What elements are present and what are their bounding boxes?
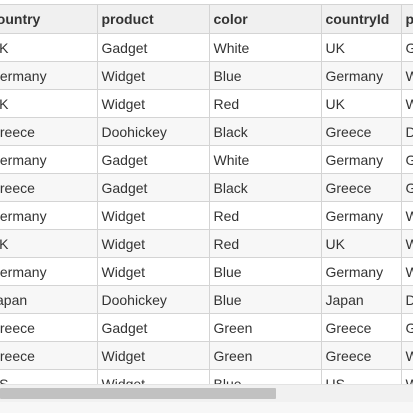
countryid-cell[interactable]: Germany [321, 201, 402, 230]
column-header-product-2[interactable]: product [401, 4, 413, 34]
country-cell[interactable]: Germany [0, 145, 98, 174]
product-cell-2[interactable]: Gadget [401, 145, 413, 174]
product-cell-2[interactable]: Widget [401, 201, 413, 230]
scrollbar-thumb[interactable] [0, 388, 276, 399]
product-cell[interactable]: Doohickey [97, 285, 210, 314]
table-row[interactable]: UKWidgetRedUKWidget [0, 229, 413, 258]
color-cell[interactable]: Black [209, 117, 322, 146]
product-cell-2[interactable]: Widget [401, 341, 413, 370]
color-cell[interactable]: Blue [209, 285, 322, 314]
color-cell[interactable]: Green [209, 341, 322, 370]
table-row[interactable]: USWidgetBlueUSWidget [0, 369, 413, 384]
horizontal-scrollbar[interactable] [0, 384, 413, 402]
country-cell[interactable]: UK [0, 229, 98, 258]
product-cell[interactable]: Gadget [97, 173, 210, 202]
color-cell[interactable]: Red [209, 229, 322, 258]
product-cell-2[interactable]: Gadget [401, 173, 413, 202]
countryid-cell[interactable]: Greece [321, 173, 402, 202]
color-cell[interactable]: Red [209, 89, 322, 118]
countryid-cell[interactable]: Germany [321, 145, 402, 174]
table-row[interactable]: GreeceGadgetGreenGreeceGadget [0, 313, 413, 342]
product-cell-2[interactable]: Widget [401, 89, 413, 118]
color-cell[interactable]: Blue [209, 61, 322, 90]
countryid-cell[interactable]: Greece [321, 341, 402, 370]
table-row[interactable]: GreeceGadgetBlackGreeceGadget [0, 173, 413, 202]
column-header-product[interactable]: product [97, 4, 210, 34]
color-cell[interactable]: White [209, 145, 322, 174]
product-cell[interactable]: Widget [97, 229, 210, 258]
table-row[interactable]: UKWidgetRedUKWidget [0, 89, 413, 118]
country-cell[interactable]: Germany [0, 201, 98, 230]
color-cell[interactable]: Blue [209, 369, 322, 384]
product-cell-2[interactable]: Doohickey [401, 117, 413, 146]
product-cell-2[interactable]: Widget [401, 61, 413, 90]
product-cell[interactable]: Doohickey [97, 117, 210, 146]
product-cell[interactable]: Widget [97, 369, 210, 384]
table-row[interactable]: GreeceDoohickeyBlackGreeceDoohickey [0, 117, 413, 146]
countryid-cell[interactable]: Japan [321, 285, 402, 314]
country-cell[interactable]: Greece [0, 341, 98, 370]
product-cell-2[interactable]: Widget [401, 369, 413, 384]
data-grid-viewport: country product color countryId product … [0, 4, 413, 384]
countryid-cell[interactable]: US [321, 369, 402, 384]
header-row: country product color countryId product [0, 4, 413, 34]
country-cell[interactable]: Germany [0, 257, 98, 286]
color-cell[interactable]: Black [209, 173, 322, 202]
product-cell-2[interactable]: Widget [401, 257, 413, 286]
countryid-cell[interactable]: Germany [321, 257, 402, 286]
column-header-country[interactable]: country [0, 4, 98, 34]
table-row[interactable]: GermanyWidgetBlueGermanyWidget [0, 61, 413, 90]
product-cell[interactable]: Widget [97, 89, 210, 118]
color-cell[interactable]: Blue [209, 257, 322, 286]
color-cell[interactable]: Red [209, 201, 322, 230]
table-row[interactable]: GreeceWidgetGreenGreeceWidget [0, 341, 413, 370]
color-cell[interactable]: Green [209, 313, 322, 342]
countryid-cell[interactable]: UK [321, 33, 402, 62]
table-row[interactable]: JapanDoohickeyBlueJapanDoohickey [0, 285, 413, 314]
table-row[interactable]: UKGadgetWhiteUKGadget [0, 33, 413, 62]
country-cell[interactable]: Germany [0, 61, 98, 90]
column-header-countryid[interactable]: countryId [321, 4, 402, 34]
country-cell[interactable]: Greece [0, 173, 98, 202]
product-cell[interactable]: Gadget [97, 313, 210, 342]
table-row[interactable]: GermanyGadgetWhiteGermanyGadget [0, 145, 413, 174]
countryid-cell[interactable]: Germany [321, 61, 402, 90]
countryid-cell[interactable]: UK [321, 229, 402, 258]
countryid-cell[interactable]: Greece [321, 313, 402, 342]
product-cell[interactable]: Widget [97, 61, 210, 90]
product-cell[interactable]: Widget [97, 341, 210, 370]
product-cell[interactable]: Widget [97, 257, 210, 286]
product-cell[interactable]: Gadget [97, 33, 210, 62]
product-cell-2[interactable]: Gadget [401, 313, 413, 342]
product-cell-2[interactable]: Widget [401, 229, 413, 258]
country-cell[interactable]: Greece [0, 313, 98, 342]
table-row[interactable]: GermanyWidgetRedGermanyWidget [0, 201, 413, 230]
table-row[interactable]: GermanyWidgetBlueGermanyWidget [0, 257, 413, 286]
column-header-color[interactable]: color [209, 4, 322, 34]
product-cell[interactable]: Widget [97, 201, 210, 230]
countryid-cell[interactable]: UK [321, 89, 402, 118]
data-grid: country product color countryId product … [0, 4, 413, 384]
product-cell-2[interactable]: Doohickey [401, 285, 413, 314]
country-cell[interactable]: UK [0, 89, 98, 118]
country-cell[interactable]: Greece [0, 117, 98, 146]
product-cell-2[interactable]: Gadget [401, 33, 413, 62]
country-cell[interactable]: UK [0, 33, 98, 62]
grid-footer [0, 402, 413, 413]
countryid-cell[interactable]: Greece [321, 117, 402, 146]
country-cell[interactable]: Japan [0, 285, 98, 314]
country-cell[interactable]: US [0, 369, 98, 384]
product-cell[interactable]: Gadget [97, 145, 210, 174]
color-cell[interactable]: White [209, 33, 322, 62]
